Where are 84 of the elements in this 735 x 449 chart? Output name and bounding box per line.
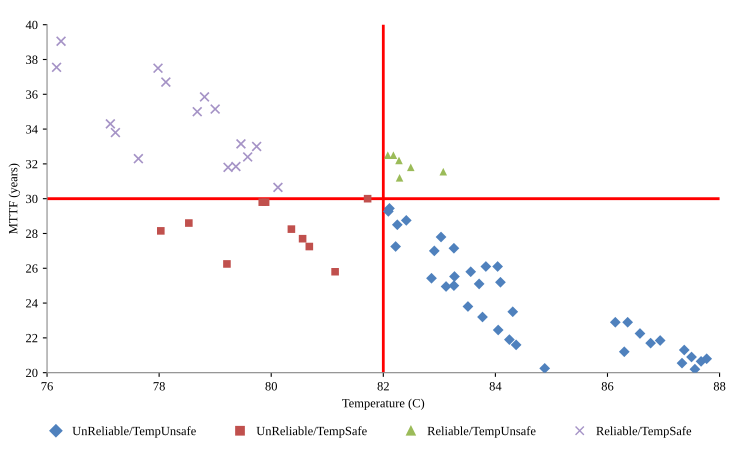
x-tick-label: 82	[378, 382, 389, 390]
point	[56, 36, 66, 46]
point	[210, 104, 220, 114]
point	[622, 316, 634, 328]
point	[610, 316, 621, 328]
point	[199, 92, 210, 102]
point	[507, 306, 518, 318]
x-tick-label: 76	[42, 382, 53, 390]
y-tick-label: 20	[26, 368, 38, 378]
point	[634, 328, 646, 339]
point	[236, 138, 246, 150]
point	[504, 334, 515, 345]
x-tick-label: 88	[714, 382, 726, 390]
point	[242, 152, 253, 162]
point	[477, 312, 488, 322]
point	[390, 151, 398, 159]
point	[465, 266, 476, 278]
y-tick-label: 36	[26, 90, 38, 99]
legend-label: UnReliable/TempUnsafe	[72, 426, 196, 438]
legend-label: Reliable/TempUnsafe	[428, 426, 536, 438]
point	[262, 198, 270, 206]
point	[272, 182, 284, 193]
point	[449, 271, 460, 282]
point	[157, 227, 165, 235]
point	[51, 62, 62, 73]
point	[690, 364, 700, 373]
point	[676, 358, 688, 368]
point	[396, 174, 404, 182]
point	[133, 153, 144, 164]
point	[678, 344, 690, 356]
point	[426, 272, 437, 284]
y-tick-label: 26	[26, 264, 38, 273]
y-tick-label: 32	[26, 160, 38, 168]
point	[160, 76, 172, 88]
point	[436, 232, 446, 242]
point	[110, 127, 121, 138]
y-axis-title: MTTF (years)	[8, 164, 20, 234]
point	[686, 352, 697, 362]
point	[439, 168, 448, 176]
point	[492, 261, 504, 272]
point	[462, 301, 474, 312]
point	[392, 219, 403, 230]
point	[251, 141, 262, 152]
point	[288, 225, 296, 233]
x-tick-label: 84	[490, 382, 502, 390]
point	[701, 353, 712, 364]
point	[480, 261, 492, 272]
point	[492, 324, 504, 336]
point	[448, 280, 460, 292]
point	[406, 164, 415, 172]
point	[105, 118, 116, 130]
y-tick-label: 28	[26, 230, 38, 238]
point	[539, 362, 550, 373]
x-axis-title: Temperature (C)	[342, 398, 424, 410]
point	[395, 156, 403, 164]
y-tick-label: 40	[26, 20, 38, 30]
point	[448, 242, 460, 254]
point	[654, 335, 666, 346]
point	[192, 106, 202, 117]
point	[400, 215, 412, 226]
y-tick-label: 34	[26, 125, 38, 134]
point	[495, 276, 506, 288]
point	[364, 194, 372, 202]
y-tick-label: 38	[26, 56, 38, 64]
point	[474, 278, 485, 290]
point	[390, 241, 402, 252]
point	[331, 268, 339, 276]
point	[510, 339, 522, 350]
legend-label: Reliable/TempSafe	[596, 426, 692, 438]
point	[618, 346, 630, 358]
point	[645, 338, 656, 348]
point	[152, 62, 164, 74]
legend-label: UnReliable/TempSafe	[256, 426, 367, 438]
x-tick-label: 80	[265, 382, 277, 390]
point	[185, 219, 193, 227]
y-tick-label: 30	[26, 194, 38, 204]
x-tick-label: 86	[602, 382, 614, 390]
point	[223, 260, 231, 268]
point	[428, 246, 440, 256]
point	[306, 242, 314, 250]
y-tick-label: 22	[26, 334, 38, 342]
point	[298, 234, 306, 243]
y-tick-label: 24	[26, 299, 38, 308]
x-tick-label: 78	[154, 382, 165, 390]
